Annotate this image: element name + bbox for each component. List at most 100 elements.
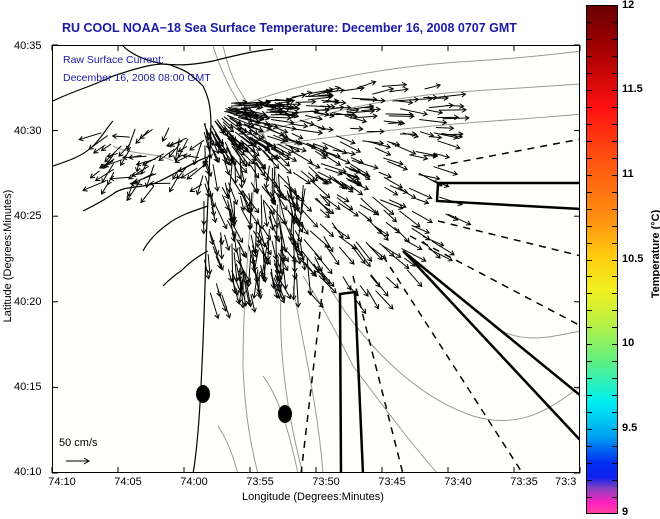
colorbar-tick-mark bbox=[612, 106, 618, 108]
dashed-line bbox=[437, 220, 579, 257]
dashed-line bbox=[437, 138, 579, 167]
current-vector bbox=[423, 153, 439, 159]
current-vector bbox=[100, 143, 112, 152]
buoy-marker bbox=[278, 405, 292, 423]
current-vector bbox=[447, 213, 472, 226]
current-vector bbox=[300, 208, 319, 228]
current-vector bbox=[403, 257, 416, 267]
current-vector bbox=[332, 179, 348, 190]
current-vector bbox=[204, 122, 212, 151]
current-vector bbox=[248, 137, 271, 152]
colorbar-tick-mark bbox=[612, 463, 618, 465]
y-tick-label: 40:10 bbox=[14, 466, 42, 478]
current-vector bbox=[317, 85, 341, 95]
colorbar-tick-mark bbox=[612, 242, 618, 244]
current-vector bbox=[202, 157, 209, 168]
current-vector bbox=[318, 275, 337, 294]
colorbar-tick-mark bbox=[612, 293, 618, 295]
current-vector bbox=[223, 127, 235, 141]
current-vector bbox=[384, 186, 399, 196]
current-vector bbox=[285, 105, 301, 112]
current-vector bbox=[408, 187, 433, 200]
colorbar-tick-mark bbox=[612, 276, 618, 278]
current-vector bbox=[292, 255, 298, 280]
current-vector bbox=[375, 290, 394, 310]
current-vector bbox=[435, 153, 451, 160]
colorbar-tick-mark bbox=[612, 38, 618, 40]
x-tick-label: 73:3 bbox=[555, 476, 577, 488]
current-vector bbox=[314, 252, 333, 275]
current-vector bbox=[165, 140, 183, 148]
current-vector bbox=[351, 96, 378, 103]
current-vector bbox=[231, 200, 238, 225]
current-vector bbox=[209, 190, 217, 208]
current-vector bbox=[276, 127, 289, 134]
current-vector bbox=[326, 99, 347, 106]
current-vector bbox=[300, 170, 316, 183]
dashed-line bbox=[382, 255, 523, 472]
current-vector bbox=[158, 148, 175, 161]
colorbar-tick-mark bbox=[612, 174, 618, 176]
colorbar-tick-mark bbox=[612, 310, 618, 312]
coastline-main bbox=[53, 63, 212, 472]
current-vector bbox=[236, 103, 264, 110]
current-vector bbox=[226, 157, 234, 194]
current-vector bbox=[319, 208, 331, 219]
current-vector bbox=[239, 143, 250, 153]
colorbar-tick-label: 10 bbox=[622, 337, 635, 349]
current-vector bbox=[236, 123, 248, 134]
current-vector bbox=[322, 195, 341, 210]
current-vector bbox=[271, 240, 279, 261]
colorbar-tick-label: 10.5 bbox=[622, 253, 644, 265]
current-vector bbox=[389, 86, 410, 93]
current-vector bbox=[350, 157, 364, 165]
current-vector bbox=[200, 221, 207, 235]
current-vector bbox=[101, 182, 109, 195]
current-vector bbox=[217, 290, 228, 312]
survey-box bbox=[338, 290, 365, 472]
current-vector bbox=[291, 132, 304, 140]
x-tick-label: 73:40 bbox=[444, 476, 472, 488]
current-vector bbox=[442, 131, 464, 138]
current-vector bbox=[339, 141, 362, 153]
current-vector bbox=[306, 144, 329, 157]
current-vector bbox=[309, 230, 330, 249]
current-vector bbox=[212, 164, 220, 192]
current-vector bbox=[422, 241, 441, 259]
current-vector bbox=[310, 87, 335, 95]
colorbar-tick-mark bbox=[586, 446, 592, 448]
y-tick-label: 40:25 bbox=[14, 210, 42, 222]
current-vector bbox=[295, 108, 320, 114]
current-vector bbox=[245, 251, 252, 288]
current-vector bbox=[239, 195, 246, 212]
current-vector bbox=[292, 171, 311, 185]
coastline bbox=[53, 46, 274, 472]
current-vector bbox=[351, 186, 364, 196]
colorbar-tick-label: 9.5 bbox=[622, 422, 638, 434]
current-vector bbox=[387, 160, 409, 171]
current-vector bbox=[385, 221, 401, 234]
current-vector bbox=[279, 109, 300, 116]
current-vector bbox=[211, 206, 218, 224]
current-vector bbox=[209, 292, 220, 320]
current-vector bbox=[239, 162, 247, 184]
current-vector bbox=[238, 156, 245, 189]
current-vector bbox=[232, 163, 239, 185]
current-vector bbox=[350, 126, 364, 132]
current-vector bbox=[385, 276, 400, 289]
x-tick-label: 74:05 bbox=[114, 476, 142, 488]
current-vector bbox=[267, 151, 280, 160]
current-vector bbox=[350, 244, 366, 265]
current-vector bbox=[434, 132, 459, 140]
current-vector bbox=[241, 135, 262, 151]
current-vector bbox=[106, 171, 115, 186]
current-vector bbox=[299, 119, 327, 131]
colorbar-tick-mark bbox=[586, 463, 592, 465]
current-vector bbox=[366, 288, 380, 310]
colorbar-tick-label: 9 bbox=[622, 506, 629, 518]
current-vector bbox=[287, 175, 295, 202]
colorbar-tick-mark bbox=[612, 191, 618, 193]
current-vector bbox=[134, 160, 141, 173]
current-vector bbox=[437, 140, 461, 150]
current-vector bbox=[262, 150, 274, 162]
